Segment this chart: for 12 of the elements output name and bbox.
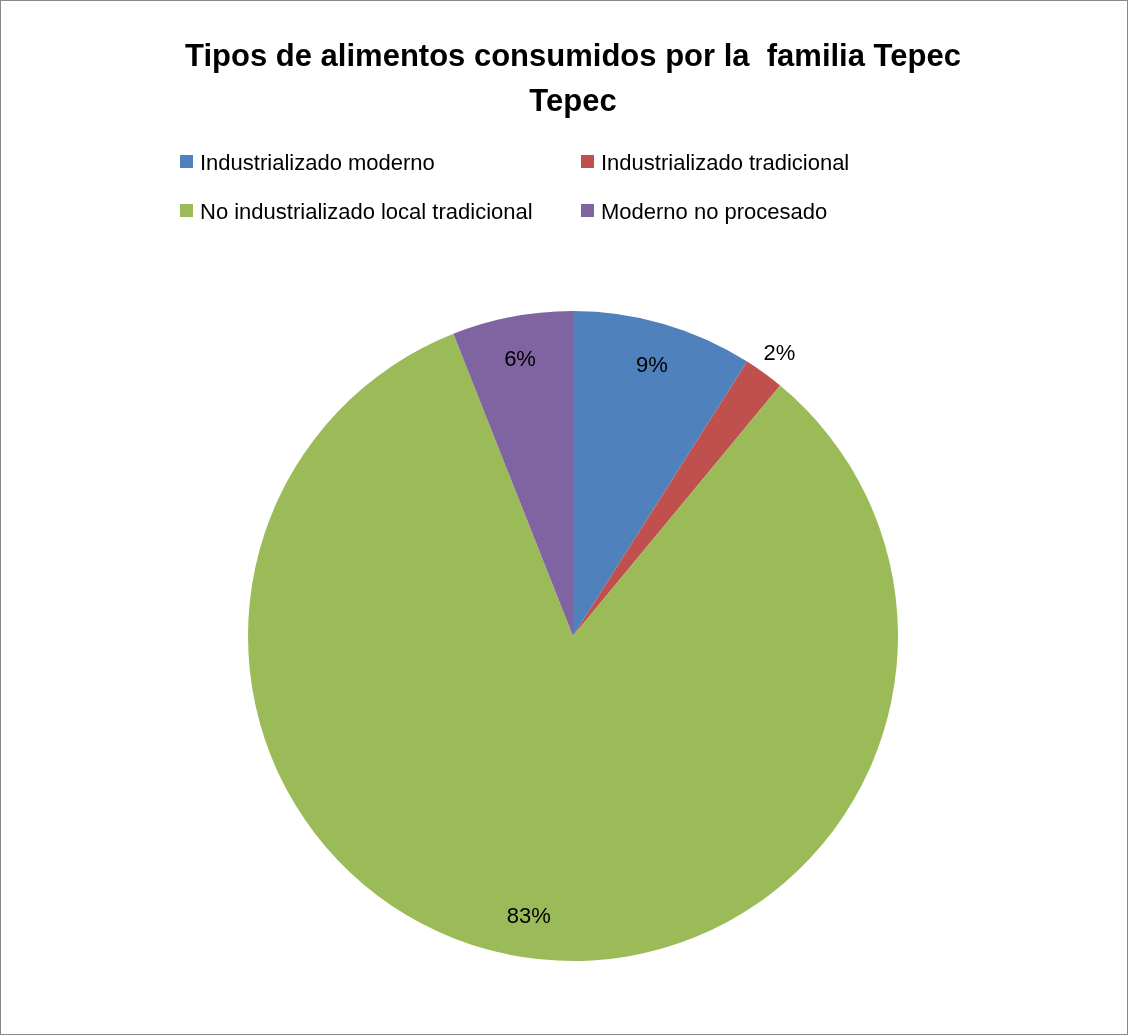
data-label: 9% — [635, 351, 668, 377]
pie-slice — [573, 311, 748, 636]
chart-title: Tipos de alimentos consumidos por la familia Tepec Tepec — [185, 37, 961, 118]
legend-label: No industrializado local tradicional — [200, 198, 533, 224]
data-label: 2% — [763, 339, 796, 365]
legend-label: Industrializado tradicional — [601, 149, 850, 175]
data-label: 83% — [506, 902, 551, 928]
legend-label: Industrializado moderno — [200, 149, 435, 175]
pie-slice — [248, 333, 898, 961]
legend-label: Moderno no procesado — [601, 198, 828, 224]
pie-slice — [453, 311, 573, 636]
data-label: 6% — [504, 345, 536, 371]
